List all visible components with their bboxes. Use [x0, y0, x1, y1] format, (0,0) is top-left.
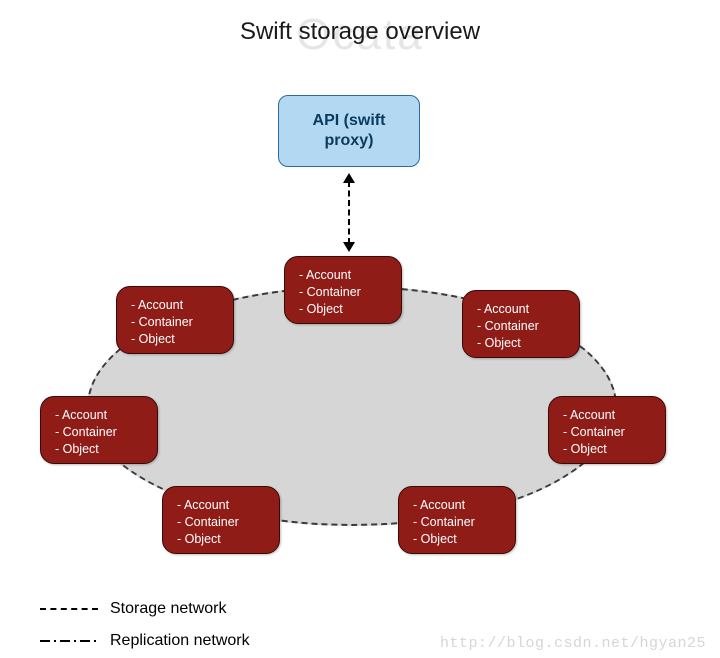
legend-label-replication: Replication network [110, 632, 250, 650]
storage-node-line: - Object [477, 335, 567, 352]
legend-replication-network: Replication network [40, 632, 250, 650]
storage-node-line: - Account [299, 267, 389, 284]
legend-dash-storage [40, 608, 98, 610]
storage-node-line: - Account [177, 497, 267, 514]
api-to-storage-arrow [348, 181, 350, 244]
storage-node: - Account- Container- Object [116, 286, 234, 354]
storage-node-line: - Account [131, 297, 221, 314]
storage-node-line: - Container [477, 318, 567, 335]
storage-node-line: - Container [177, 514, 267, 531]
storage-node-line: - Account [413, 497, 503, 514]
legend-dash-replication [40, 640, 98, 642]
storage-node-line: - Object [413, 531, 503, 548]
storage-node-line: - Object [299, 301, 389, 318]
storage-node: - Account- Container- Object [40, 396, 158, 464]
arrow-head-down-icon [343, 242, 355, 252]
storage-node-line: - Container [55, 424, 145, 441]
api-label-line1: API (swift [313, 112, 386, 129]
storage-node-line: - Object [131, 331, 221, 348]
legend-label-storage: Storage network [110, 600, 227, 618]
storage-node-line: - Container [413, 514, 503, 531]
storage-node-line: - Account [477, 301, 567, 318]
storage-node: - Account- Container- Object [162, 486, 280, 554]
storage-node-line: - Account [563, 407, 653, 424]
arrow-head-up-icon [343, 173, 355, 183]
source-url-watermark: http://blog.csdn.net/hgyan25 [440, 635, 706, 652]
storage-node: - Account- Container- Object [462, 290, 580, 358]
storage-node-line: - Container [299, 284, 389, 301]
storage-node: - Account- Container- Object [548, 396, 666, 464]
storage-node-line: - Container [563, 424, 653, 441]
storage-node-line: - Object [177, 531, 267, 548]
storage-node-line: - Container [131, 314, 221, 331]
page-title: Swift storage overview [0, 18, 720, 46]
storage-node-line: - Account [55, 407, 145, 424]
api-label-line2: proxy) [325, 132, 374, 149]
storage-node: - Account- Container- Object [284, 256, 402, 324]
legend-storage-network: Storage network [40, 600, 227, 618]
api-proxy-box: API (swift proxy) [278, 95, 420, 167]
storage-node: - Account- Container- Object [398, 486, 516, 554]
storage-node-line: - Object [563, 441, 653, 458]
storage-node-line: - Object [55, 441, 145, 458]
